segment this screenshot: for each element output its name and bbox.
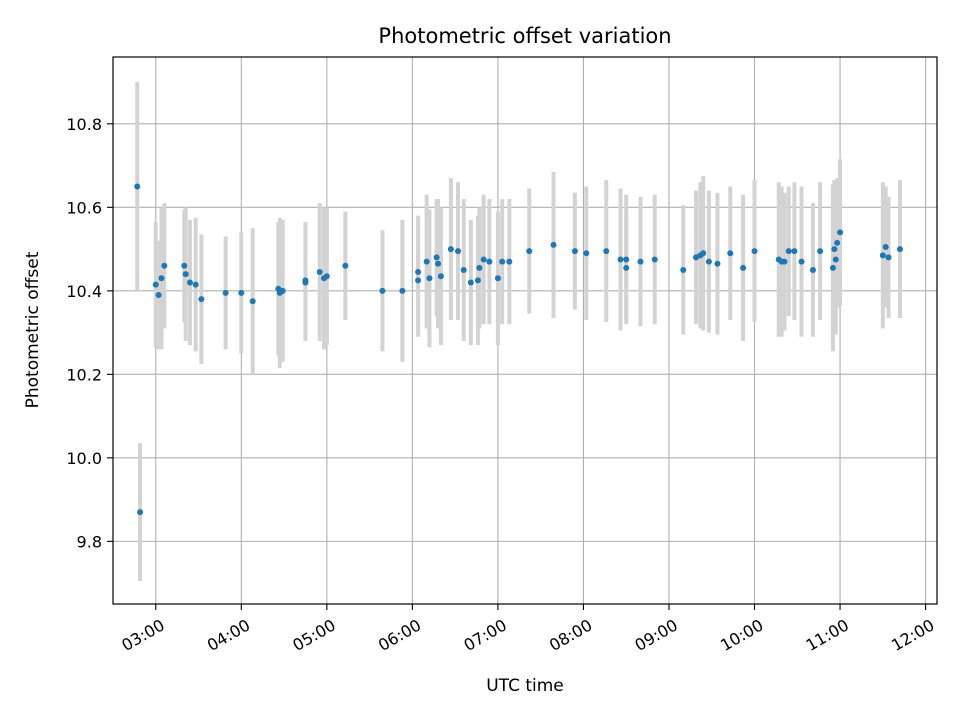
data-point (437, 273, 444, 280)
data-point (137, 509, 144, 516)
data-point (474, 277, 481, 284)
data-point (831, 246, 838, 253)
data-point (791, 248, 798, 255)
data-point (623, 256, 630, 263)
plot-area-frame (112, 56, 938, 605)
data-point (882, 243, 889, 250)
x-tick-label: 03:00 (118, 615, 167, 655)
data-point (433, 254, 440, 261)
x-tick-label: 06:00 (375, 615, 424, 655)
data-point (415, 277, 422, 284)
data-points (134, 183, 903, 516)
data-point (837, 229, 844, 236)
data-point (222, 289, 229, 296)
data-point (781, 258, 788, 265)
chart-title: Photometric offset variation (378, 24, 671, 48)
data-point (727, 250, 734, 257)
data-point (155, 292, 162, 299)
data-point (186, 279, 193, 286)
data-point (603, 248, 610, 255)
data-point (454, 248, 461, 255)
x-tick-label: 04:00 (204, 615, 253, 655)
data-point (809, 266, 816, 273)
data-point (740, 264, 747, 271)
data-point (279, 287, 286, 294)
data-point (506, 258, 513, 265)
data-point (834, 239, 841, 246)
data-point (379, 287, 386, 294)
data-point (885, 254, 892, 261)
x-tick-label: 07:00 (460, 615, 509, 655)
data-point (486, 258, 493, 265)
x-tick-label: 11:00 (803, 615, 852, 655)
data-point (467, 279, 474, 286)
y-axis-ticks: 9.8 10.0 10.2 10.4 10.6 10.8 (66, 115, 113, 551)
data-point (192, 281, 199, 288)
x-tick-label: 08:00 (546, 615, 595, 655)
data-point (158, 275, 165, 282)
data-point (423, 258, 430, 265)
data-point (494, 275, 501, 282)
y-tick-label: 10.6 (66, 198, 102, 217)
data-point (134, 183, 141, 190)
data-point (617, 256, 624, 263)
data-point (651, 256, 658, 263)
data-point (198, 296, 205, 303)
data-point (714, 260, 721, 267)
data-point (323, 273, 330, 280)
data-point (751, 248, 758, 255)
x-tick-label: 10:00 (717, 615, 766, 655)
data-point (896, 246, 903, 253)
data-point (700, 250, 707, 257)
error-bars (135, 82, 902, 582)
data-point (426, 275, 433, 282)
y-tick-label: 10.2 (66, 365, 102, 384)
data-point (879, 252, 886, 259)
data-point (829, 264, 836, 271)
data-point (476, 264, 483, 271)
data-point (302, 279, 309, 286)
data-point (238, 289, 245, 296)
data-point (447, 246, 454, 253)
data-point (152, 281, 159, 288)
data-point (181, 262, 188, 269)
data-point (550, 241, 557, 248)
data-point (499, 258, 506, 265)
data-point (399, 287, 406, 294)
y-tick-label: 10.8 (66, 115, 102, 134)
data-point (182, 271, 189, 278)
y-tick-label: 10.0 (66, 449, 102, 468)
data-point (832, 256, 839, 263)
y-tick-label: 10.4 (66, 282, 102, 301)
data-point (680, 266, 687, 273)
y-axis-label: Photometric offset (23, 251, 43, 408)
data-point (571, 248, 578, 255)
data-point (342, 262, 349, 269)
data-point (480, 256, 487, 263)
data-point (161, 262, 168, 269)
data-point (249, 298, 256, 305)
data-point (637, 258, 644, 265)
data-point (705, 258, 712, 265)
data-point (623, 264, 630, 271)
x-tick-label: 05:00 (289, 615, 338, 655)
data-point (316, 269, 323, 276)
data-point (817, 248, 824, 255)
x-axis-ticks: 03:00 04:00 05:00 06:00 07:00 08:00 09:00 10:00… (118, 604, 938, 655)
data-point (798, 258, 805, 265)
x-tick-label: 12:00 (888, 615, 937, 655)
x-axis-label: UTC time (486, 676, 564, 696)
y-tick-label: 9.8 (77, 532, 102, 551)
data-point (460, 266, 467, 273)
x-tick-label: 09:00 (632, 615, 681, 655)
data-point (526, 248, 533, 255)
data-point (435, 260, 442, 267)
data-point (415, 269, 422, 276)
data-point (583, 250, 590, 257)
data-point (785, 248, 792, 255)
